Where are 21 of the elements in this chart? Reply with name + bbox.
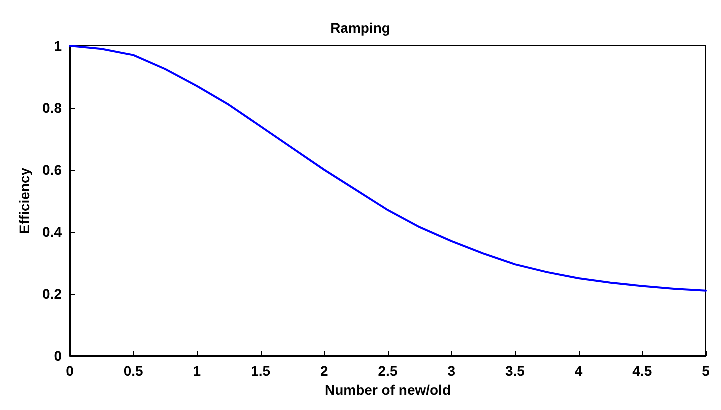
x-tick-label: 0.5 xyxy=(124,363,144,379)
line-series xyxy=(69,45,707,292)
chart-title: Ramping xyxy=(330,20,390,36)
y-tick-label: 1 xyxy=(54,38,62,54)
y-tick-label: 0.2 xyxy=(42,286,62,302)
x-tick-label: 3.5 xyxy=(505,363,526,379)
y-tick-label: 0.8 xyxy=(42,100,62,116)
x-tick-label: 1 xyxy=(193,363,202,379)
x-tick-label: 1.5 xyxy=(251,363,271,379)
x-tick-label: 3 xyxy=(448,363,456,379)
x-tick-label: 5 xyxy=(702,363,710,379)
x-axis-title: Number of new/old xyxy=(325,382,451,398)
y-tick-label: 0.6 xyxy=(42,162,62,178)
y-tick-label: 0.4 xyxy=(42,224,62,240)
x-tick-label: 0 xyxy=(66,363,74,379)
y-tick-label: 0 xyxy=(54,348,62,364)
x-tick-label: 2.5 xyxy=(378,363,398,379)
x-tick-label: 2 xyxy=(320,363,328,379)
y-axis-title: Efficiency xyxy=(16,168,33,234)
x-tick-label: 4.5 xyxy=(632,363,652,379)
x-tick-label: 4 xyxy=(574,363,583,379)
